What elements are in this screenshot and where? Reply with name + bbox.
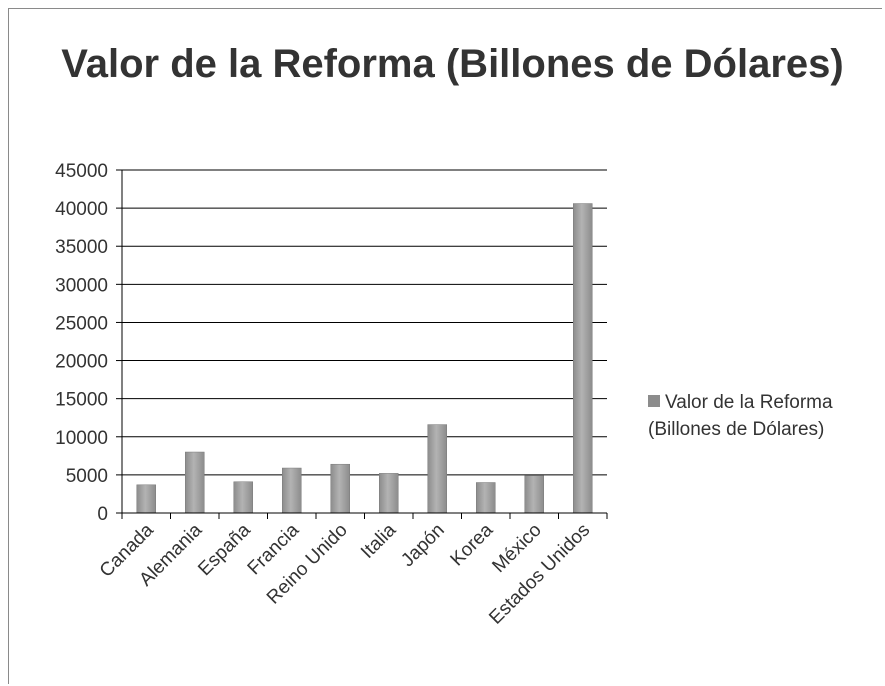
x-tick-label: España — [194, 519, 255, 580]
y-tick-label: 40000 — [55, 199, 108, 220]
bar-estados-unidos — [573, 203, 593, 514]
bar-españa — [233, 481, 253, 514]
bar-méxico — [524, 475, 544, 514]
legend: Valor de la Reforma (Billones de Dólares… — [648, 389, 880, 443]
legend-label: Valor de la Reforma (Billones de Dólares… — [648, 392, 833, 440]
bar-canada — [136, 484, 156, 514]
y-tick-label: 45000 — [55, 161, 108, 182]
x-tick-label: Italia — [357, 519, 401, 563]
y-tick-label: 35000 — [55, 237, 108, 258]
bar-japón — [427, 424, 447, 514]
grid-lines — [116, 169, 607, 514]
y-tick-label: 5000 — [66, 466, 108, 487]
chart-title: Valor de la Reforma (Billones de Dólares… — [61, 42, 844, 86]
axes — [121, 170, 608, 519]
bar-italia — [379, 473, 399, 514]
x-tick-label: Japón — [397, 520, 448, 571]
y-tick-label: 10000 — [55, 428, 108, 449]
y-tick-label: 30000 — [55, 275, 108, 296]
bars — [136, 203, 593, 514]
bar-korea — [476, 482, 496, 514]
bar-reino-unido — [330, 463, 350, 514]
y-tick-label: 15000 — [55, 390, 108, 411]
y-tick-label: 0 — [97, 504, 108, 525]
legend-swatch — [648, 395, 660, 407]
bar-alemania — [185, 451, 205, 514]
bar-francia — [282, 467, 302, 514]
y-tick-label: 20000 — [55, 352, 108, 373]
chart-frame — [8, 8, 882, 684]
y-tick-labels: 0 5000 10000 15000 20000 25000 30000 35000 40000… — [55, 161, 108, 525]
y-tick-label: 25000 — [55, 313, 108, 334]
